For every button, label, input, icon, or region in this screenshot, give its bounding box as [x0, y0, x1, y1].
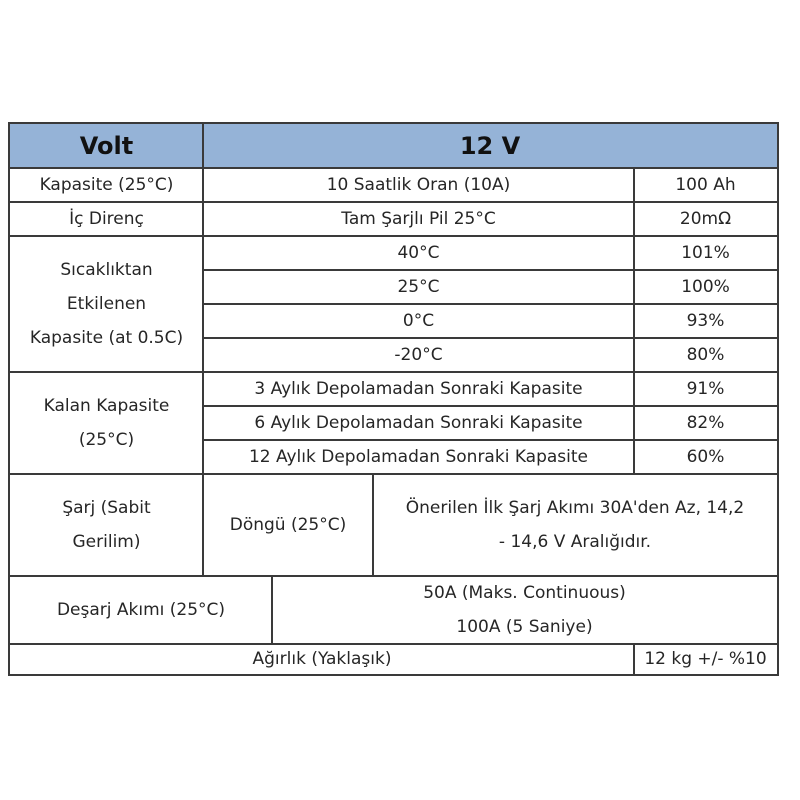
remaining-capacity-label-line-2: (25°C) — [78, 430, 135, 450]
remaining-capacity-label-line-1: Kalan Kapasite — [43, 396, 170, 416]
internal-resistance-label: İç Direnç — [69, 209, 144, 229]
temperature-capacity-label-line-1: Sıcaklıktan — [60, 260, 153, 280]
header-volt-value: 12 V — [203, 124, 777, 168]
row-divider — [203, 405, 777, 407]
remaining-row-1-condition: 3 Aylık Depolamadan Sonraki Kapasite — [254, 379, 583, 399]
discharge-value-line-1: 50A (Maks. Continuous) — [423, 583, 626, 603]
row-divider — [10, 473, 777, 475]
remaining-row-2-condition: 6 Aylık Depolamadan Sonraki Kapasite — [254, 413, 583, 433]
header-volt-label: Volt — [10, 124, 203, 168]
col-divider — [202, 124, 204, 576]
row-divider — [10, 167, 777, 169]
charge-mode: Döngü (25°C) — [229, 515, 347, 535]
charge-label-line-1: Şarj (Sabit — [62, 498, 151, 518]
temp-row-3-value: 93% — [686, 311, 725, 331]
capacity-condition: 10 Saatlik Oran (10A) — [326, 175, 511, 195]
temp-row-2-condition: 25°C — [397, 277, 440, 297]
temp-row-3-condition: 0°C — [402, 311, 435, 331]
charge-value-line-1: Önerilen İlk Şarj Akımı 30A'den Az, 14,2 — [405, 498, 745, 518]
row-divider — [203, 269, 777, 271]
charge-value: Önerilen İlk Şarj Akımı 30A'den Az, 14,2… — [373, 474, 777, 576]
remaining-row-3-condition: 12 Aylık Depolamadan Sonraki Kapasite — [248, 447, 589, 467]
row-divider — [203, 439, 777, 441]
charge-label-line-2: Gerilim) — [72, 532, 141, 552]
row-divider — [10, 371, 777, 373]
remaining-row-2-value: 82% — [686, 413, 725, 433]
capacity-value: 100 Ah — [675, 175, 736, 195]
temp-row-2-value: 100% — [681, 277, 730, 297]
col-divider — [271, 576, 273, 644]
charge-value-line-2: - 14,6 V Aralığıdır. — [498, 532, 652, 552]
charge-label: Şarj (Sabit Gerilim) — [10, 474, 203, 576]
temp-row-1-condition: 40°C — [397, 243, 440, 263]
temp-row-4-condition: -20°C — [394, 345, 443, 365]
row-divider — [10, 201, 777, 203]
row-divider — [10, 235, 777, 237]
remaining-row-3-value: 60% — [686, 447, 725, 467]
temp-row-1-value: 101% — [681, 243, 730, 263]
capacity-label: Kapasite (25°C) — [39, 175, 174, 195]
col-divider — [633, 644, 635, 674]
weight-label: Ağırlık (Yaklaşık) — [252, 649, 392, 669]
weight-value: 12 kg +/- %10 — [644, 649, 767, 669]
discharge-value-line-2: 100A (5 Saniye) — [456, 617, 593, 637]
discharge-value: 50A (Maks. Continuous) 100A (5 Saniye) — [272, 576, 777, 644]
battery-spec-table: Volt 12 V Kapasite (25°C) 10 Saatlik Ora… — [8, 122, 779, 676]
remaining-capacity-label: Kalan Kapasite (25°C) — [10, 372, 203, 474]
temperature-capacity-label-line-2: Etkilenen — [66, 294, 147, 314]
temperature-capacity-label-line-3: Kapasite (at 0.5C) — [29, 328, 184, 348]
discharge-label: Deşarj Akımı (25°C) — [56, 600, 226, 620]
col-divider — [372, 474, 374, 576]
remaining-row-1-value: 91% — [686, 379, 725, 399]
internal-resistance-value: 20mΩ — [679, 209, 732, 229]
temperature-capacity-label: Sıcaklıktan Etkilenen Kapasite (at 0.5C) — [10, 236, 203, 372]
row-divider — [203, 303, 777, 305]
row-divider — [10, 643, 777, 645]
internal-resistance-condition: Tam Şarjlı Pil 25°C — [341, 209, 496, 229]
row-divider — [203, 337, 777, 339]
temp-row-4-value: 80% — [686, 345, 725, 365]
col-divider — [633, 168, 635, 474]
row-divider — [10, 575, 777, 577]
